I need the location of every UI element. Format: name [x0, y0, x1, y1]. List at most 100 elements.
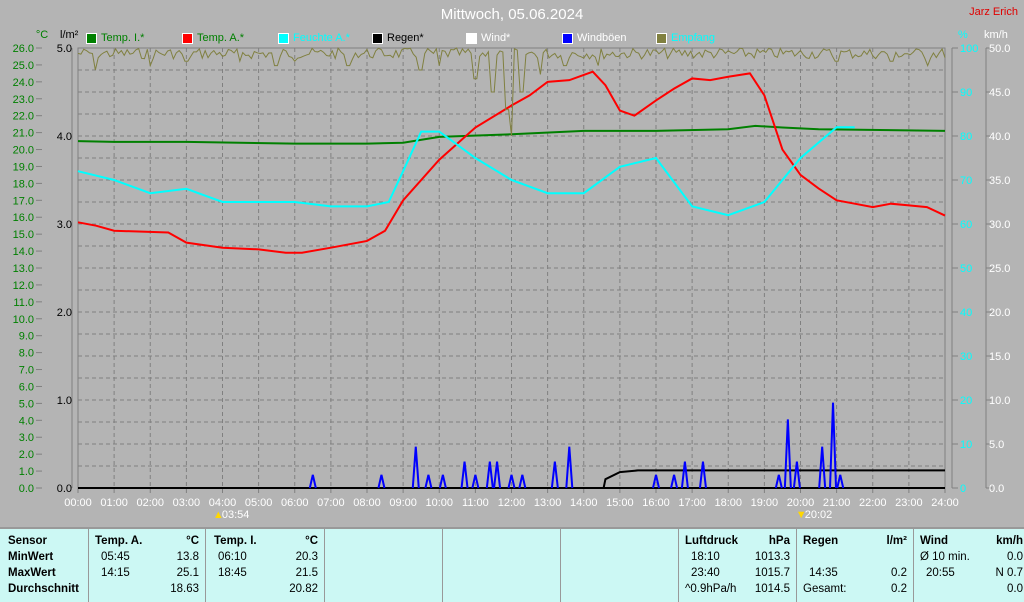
row-label-max: MaxWert [8, 567, 56, 579]
wind-gust-spike [829, 402, 838, 489]
x-tick-label: 23:00 [895, 497, 923, 509]
rain-tick-label: 3.0 [57, 219, 72, 231]
row-label-min: MinWert [8, 551, 54, 563]
humidity-tick-label: 80 [960, 131, 972, 143]
temp-i-avg: 20.82 [289, 583, 318, 595]
x-tick-label: 20:00 [787, 497, 815, 509]
temp-tick-label: 9.0 [19, 331, 34, 343]
wind-header: Wind [920, 535, 948, 547]
temp-tick-label: 25.0 [13, 60, 34, 72]
wind-gust-spike [518, 474, 527, 489]
x-tick-label: 03:00 [173, 497, 201, 509]
sunrise-icon: ▲ [213, 509, 224, 521]
pressure-min-time: 18:10 [691, 551, 720, 563]
series-empfang-line [77, 46, 946, 137]
temp-tick-label: 6.0 [19, 381, 34, 393]
humidity-tick-label: 20 [960, 395, 972, 407]
sunset-time: 20:02 [805, 509, 833, 521]
temp-tick-label: 4.0 [19, 415, 34, 427]
temp-tick-label: 1.0 [19, 466, 34, 478]
rain-tick-label: 1.0 [57, 395, 72, 407]
legend-label: Wind* [481, 32, 511, 44]
series-temp-a-line [77, 70, 946, 254]
x-tick-label: 07:00 [317, 497, 345, 509]
legend-swatch [182, 32, 193, 44]
temp-tick-label: 15.0 [13, 229, 34, 241]
legend-swatch [562, 32, 573, 44]
wind-gust-spike [308, 474, 317, 489]
wind-gust-spike [507, 474, 516, 489]
pressure-header: Luftdruck [685, 535, 739, 547]
humidity-tick-label: 100 [960, 43, 978, 55]
temp-a-unit: °C [186, 535, 199, 547]
empty-column [324, 529, 442, 602]
wind-unit-label: km/h [984, 29, 1008, 41]
legend-label: Temp. A.* [197, 32, 245, 44]
x-tick-label: 14:00 [570, 497, 598, 509]
rain-tick-label: 0.0 [57, 483, 72, 495]
stats-table: Sensor MinWert MaxWert Durchschnitt Temp… [0, 527, 1024, 602]
wind-gust-spike [836, 474, 845, 489]
wind-gust-spike [652, 474, 660, 489]
pressure-trend: ^0.9hPa/h [685, 583, 737, 595]
rain-tick-label: 5.0 [57, 43, 72, 55]
legend-item: Empfang [656, 32, 715, 44]
legend-swatch [372, 32, 383, 44]
humidity-tick-label: 0 [960, 483, 966, 495]
temp-i-max-time: 18:45 [218, 567, 247, 579]
legend-label: Empfang [671, 32, 716, 44]
temp-tick-label: 12.0 [13, 280, 34, 292]
x-tick-label: 21:00 [823, 497, 851, 509]
author-label: Jarz Erich [969, 6, 1018, 18]
temp-i-unit: °C [305, 535, 318, 547]
wind-tick-label: 20.0 [989, 307, 1010, 319]
legend-label: Feuchte A.* [293, 32, 350, 44]
temp-tick-label: 16.0 [13, 212, 34, 224]
x-tick-label: 19:00 [751, 497, 779, 509]
wind-gust-spike [411, 446, 420, 489]
legend-item: Regen* [372, 32, 424, 44]
humidity-tick-label: 10 [960, 439, 972, 451]
temp-i-min: 20.3 [295, 551, 318, 563]
wind-tick-label: 10.0 [989, 395, 1010, 407]
x-tick-label: 12:00 [498, 497, 526, 509]
x-tick-label: 02:00 [136, 497, 164, 509]
wind-gust-spike [485, 461, 494, 489]
rain-unit: l/m² [886, 535, 907, 547]
pressure-avg: 1014.5 [754, 583, 790, 595]
x-tick-label: 17:00 [678, 497, 706, 509]
x-tick-label: 13:00 [534, 497, 562, 509]
x-tick-label: 15:00 [606, 497, 634, 509]
legend-item: Wind* [466, 32, 510, 44]
x-tick-label: 22:00 [859, 497, 887, 509]
wind-tick-label: 30.0 [989, 219, 1010, 231]
sunset-icon: ▼ [796, 509, 807, 521]
legend-swatch [466, 32, 477, 44]
wind-tick-label: 40.0 [989, 131, 1010, 143]
x-tick-label: 04:00 [209, 497, 237, 509]
wind-gust-spike [774, 474, 783, 489]
humidity-tick-label: 90 [960, 87, 972, 99]
temp-tick-label: 7.0 [19, 365, 34, 377]
pressure-unit: hPa [768, 535, 790, 547]
humidity-tick-label: 70 [960, 175, 972, 187]
wind-gust-spike [471, 474, 480, 489]
rain-tick-label: 4.0 [57, 131, 72, 143]
temp-a-max: 25.1 [176, 567, 199, 579]
x-tick-label: 08:00 [353, 497, 381, 509]
rain-max-time: 14:35 [809, 567, 838, 579]
sunrise-time: 03:54 [222, 509, 250, 521]
temp-tick-label: 26.0 [13, 43, 34, 55]
wind-gust-spike [783, 419, 792, 489]
wind-max-time: 20:55 [926, 567, 955, 579]
legend-label: Temp. I.* [101, 32, 145, 44]
weather-chart: 00:00 01:00 02:00 03:00 04:00 05:00 06:00 07:00… [13, 29, 1011, 521]
x-tick-label: 16:00 [642, 497, 670, 509]
temp-tick-label: 11.0 [13, 297, 34, 309]
temp-tick-label: 2.0 [19, 449, 34, 461]
temp-i-min-time: 06:10 [218, 551, 247, 563]
temp-tick-label: 24.0 [13, 77, 34, 89]
series-feuchte-a-line [77, 126, 855, 217]
x-tick-label: 24:00 [931, 497, 959, 509]
humidity-tick-label: 60 [960, 219, 972, 231]
